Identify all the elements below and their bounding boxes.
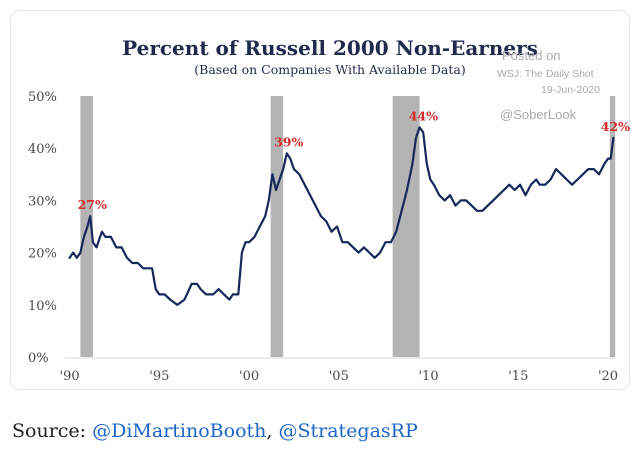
peak-annotation: 44% [409, 108, 438, 123]
peak-annotation: 39% [274, 134, 303, 149]
watermark-outlet: WSJ: The Daily Shot [497, 68, 594, 80]
x-tick-label: '90 [60, 369, 80, 384]
watermark-handle: @SoberLook [500, 107, 577, 122]
y-tick-label: 30% [28, 194, 57, 209]
peak-annotation: 42% [601, 119, 630, 134]
source-link-dimartinobooth[interactable]: @DiMartinoBooth [92, 420, 267, 442]
source-separator: , [266, 420, 273, 442]
x-tick-label: '20 [598, 369, 618, 384]
chart-subtitle: (Based on Companies With Available Data) [194, 62, 465, 77]
x-tick-label: '05 [329, 369, 349, 384]
series-line-0 [68, 126, 615, 306]
watermark-posted: Posted on [502, 48, 561, 63]
chart-card [10, 10, 630, 390]
x-tick-label: '10 [418, 369, 438, 384]
y-tick-label: 0% [28, 351, 49, 366]
x-tick-label: '15 [508, 369, 528, 384]
x-tick-label: '00 [239, 369, 259, 384]
chart-title: Percent of Russell 2000 Non-Earners [122, 36, 538, 60]
y-axis-ticks: 0% 10% 20% 30% 40% 50% [28, 90, 57, 366]
series-layer [68, 126, 615, 306]
annotations: 27% 39% 44% 42% [78, 108, 631, 212]
y-tick-label: 40% [28, 142, 57, 157]
x-tick-label: '95 [149, 369, 169, 384]
chart: 0%10%20%30%40%50% '90'95'00'05'10'15'20 … [28, 36, 631, 384]
y-tick-label: 20% [28, 247, 57, 262]
x-axis-ticks: '90 '95 '00 '05 '10 '15 '20 [60, 369, 619, 384]
peak-annotation: 27% [78, 197, 107, 212]
recession-band-1 [270, 96, 284, 357]
source-label: Source: [12, 420, 87, 442]
y-tick-label: 10% [28, 299, 57, 314]
y-tick-label: 50% [28, 90, 57, 105]
recession-band-3 [609, 96, 616, 357]
recession-bands [80, 96, 616, 357]
watermark-date: 19-Jun-2020 [541, 84, 600, 96]
source-link-strategasrp[interactable]: @StrategasRP [278, 420, 418, 442]
source-line: Source: @DiMartinoBooth, @StrategasRP [12, 420, 418, 442]
